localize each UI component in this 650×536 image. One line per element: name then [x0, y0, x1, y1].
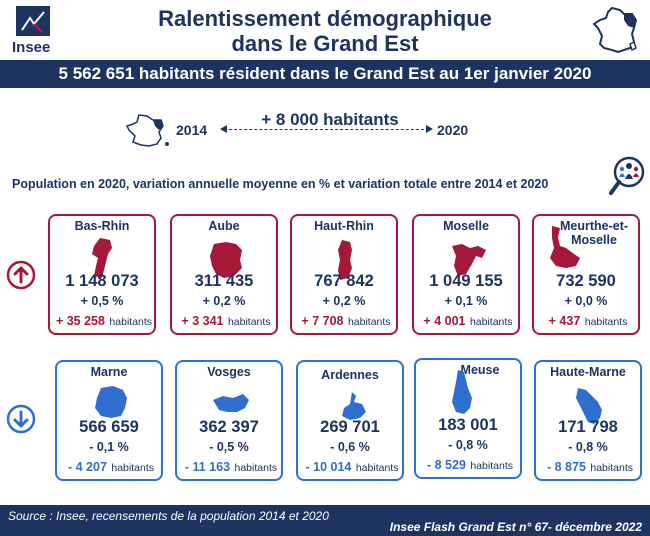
dept-annual-rate: + 0,2 % — [322, 294, 366, 308]
moselle-map-icon — [452, 244, 486, 276]
arrow-down-circle-icon — [6, 404, 36, 434]
dept-name: Vosges — [207, 365, 251, 379]
dept-unit: habitants — [590, 462, 633, 474]
dept-total-change: + 4 001 — [423, 314, 466, 328]
haute-marne-map-icon — [576, 388, 602, 424]
year-end: 2020 — [437, 122, 469, 138]
dept-population: 171 798 — [558, 418, 618, 436]
dept-name: Moselle — [443, 219, 489, 233]
footer: Source : Insee, recensements de la popul… — [0, 505, 650, 536]
dept-population: 1 148 073 — [65, 272, 139, 290]
dept-card-marne: Marne 566 659 - 0,1 % - 4 207 habitants — [55, 360, 163, 481]
dept-population: 566 659 — [79, 418, 139, 436]
dept-unit: habitants — [347, 316, 391, 328]
timeline-arrow-left-icon — [220, 125, 227, 133]
dept-unit: habitants — [109, 316, 153, 328]
meuse-map-icon — [452, 370, 472, 414]
dept-name: Meuse — [460, 363, 500, 377]
dept-population: 767 842 — [314, 272, 374, 290]
dept-name: Meurthe-et-Moselle — [559, 219, 629, 247]
dept-card-moselle: Moselle 1 049 155 + 0,1 % + 4 001 habita… — [412, 214, 520, 335]
dept-card-bas-rhin: Bas-Rhin 1 148 073 + 0,5 % + 35 258 habi… — [48, 214, 156, 335]
ardennes-map-icon — [342, 392, 366, 420]
dept-name: Haute-Marne — [550, 365, 626, 379]
dept-population: 269 701 — [320, 418, 380, 436]
dept-unit: habitants — [470, 460, 513, 472]
source-note: Source : Insee, recensements de la popul… — [8, 509, 329, 523]
dept-name: Aube — [208, 219, 240, 233]
dept-total-change: + 437 — [548, 314, 581, 328]
dept-card-meurthe-et-moselle: Meurthe-et-Moselle 732 590 + 0,0 % + 437… — [532, 214, 640, 335]
dept-annual-rate: - 0,8 % — [568, 440, 608, 454]
meurthe-et-moselle-map-icon — [550, 226, 580, 268]
section-subtitle: Population en 2020, variation annuelle m… — [12, 177, 549, 191]
dept-population: 1 049 155 — [429, 272, 503, 290]
magnifier-people-icon — [609, 156, 645, 195]
dept-unit: habitants — [584, 316, 628, 328]
dept-total-change: - 8 529 — [427, 458, 466, 472]
dept-total-change: - 10 014 — [305, 460, 352, 474]
page-title: Ralentissement démographique dans le Gra… — [90, 6, 560, 56]
bas-rhin-map-icon — [92, 238, 112, 278]
dept-card-aube: Aube 311 435 + 0,2 % + 3 341 habitants — [170, 214, 278, 335]
aube-map-icon — [210, 242, 242, 278]
timeline-arrow-right-icon — [426, 125, 433, 133]
dept-card-haute-marne: Haute-Marne 171 798 - 0,8 % - 8 875 habi… — [534, 360, 642, 481]
france-outline-icon — [125, 114, 169, 147]
dept-total-change: - 8 875 — [547, 460, 586, 474]
publication-reference: Insee Flash Grand Est n° 67- décembre 20… — [389, 520, 642, 534]
dept-annual-rate: + 0,2 % — [202, 294, 246, 308]
dept-card-vosges: Vosges 362 397 - 0,5 % - 11 163 habitant… — [175, 360, 283, 481]
dept-annual-rate: - 0,6 % — [330, 440, 370, 454]
dept-unit: habitants — [469, 316, 513, 328]
dept-annual-rate: - 0,5 % — [209, 440, 249, 454]
dept-total-change: + 35 258 — [55, 314, 105, 328]
year-start: 2014 — [176, 122, 208, 138]
dept-total-change: - 4 207 — [68, 460, 107, 474]
dept-unit: habitants — [234, 462, 278, 474]
dept-unit: habitants — [111, 462, 154, 474]
dept-name: Haut-Rhin — [314, 219, 374, 233]
headline-banner: 5 562 651 habitants résident dans le Gra… — [0, 60, 650, 88]
dept-population: 732 590 — [556, 272, 616, 290]
title-line-1: Ralentissement démographique — [158, 6, 492, 31]
dept-total-change: + 7 708 — [301, 314, 344, 328]
dept-unit: habitants — [227, 316, 271, 328]
dept-name: Bas-Rhin — [74, 219, 130, 233]
dept-annual-rate: + 0,0 % — [564, 294, 608, 308]
dept-unit: habitants — [355, 462, 399, 474]
timeline-dashed-line — [224, 129, 429, 130]
population-delta: + 8 000 habitants — [261, 110, 399, 129]
insee-logo-text: Insee — [12, 39, 51, 56]
france-map-icon — [592, 6, 638, 54]
dept-annual-rate: + 0,1 % — [444, 294, 488, 308]
dept-total-change: - 11 163 — [184, 460, 231, 474]
dept-name: Marne — [90, 365, 128, 379]
dept-population: 311 435 — [194, 272, 254, 290]
marne-map-icon — [95, 386, 127, 418]
dept-population: 183 001 — [438, 416, 498, 434]
dept-annual-rate: - 0,1 % — [89, 440, 129, 454]
dept-card-meuse: Meuse 183 001 - 0,8 % - 8 529 habitants — [414, 358, 522, 479]
insee-logo-mark — [16, 6, 50, 36]
dept-annual-rate: + 0,5 % — [80, 294, 124, 308]
vosges-map-icon — [213, 394, 249, 412]
haut-rhin-map-icon — [338, 240, 352, 280]
dept-card-ardennes: Ardennes 269 701 - 0,6 % - 10 014 habita… — [296, 360, 404, 481]
dept-population: 362 397 — [199, 418, 259, 436]
dept-annual-rate: - 0,8 % — [448, 438, 488, 452]
dept-card-haut-rhin: Haut-Rhin 767 842 + 0,2 % + 7 708 habita… — [290, 214, 398, 335]
arrow-up-circle-icon — [6, 260, 36, 290]
dept-name: Ardennes — [321, 368, 379, 382]
dept-total-change: + 3 341 — [181, 314, 224, 328]
title-line-2: dans le Grand Est — [231, 31, 419, 56]
insee-logo: Insee — [6, 6, 66, 56]
